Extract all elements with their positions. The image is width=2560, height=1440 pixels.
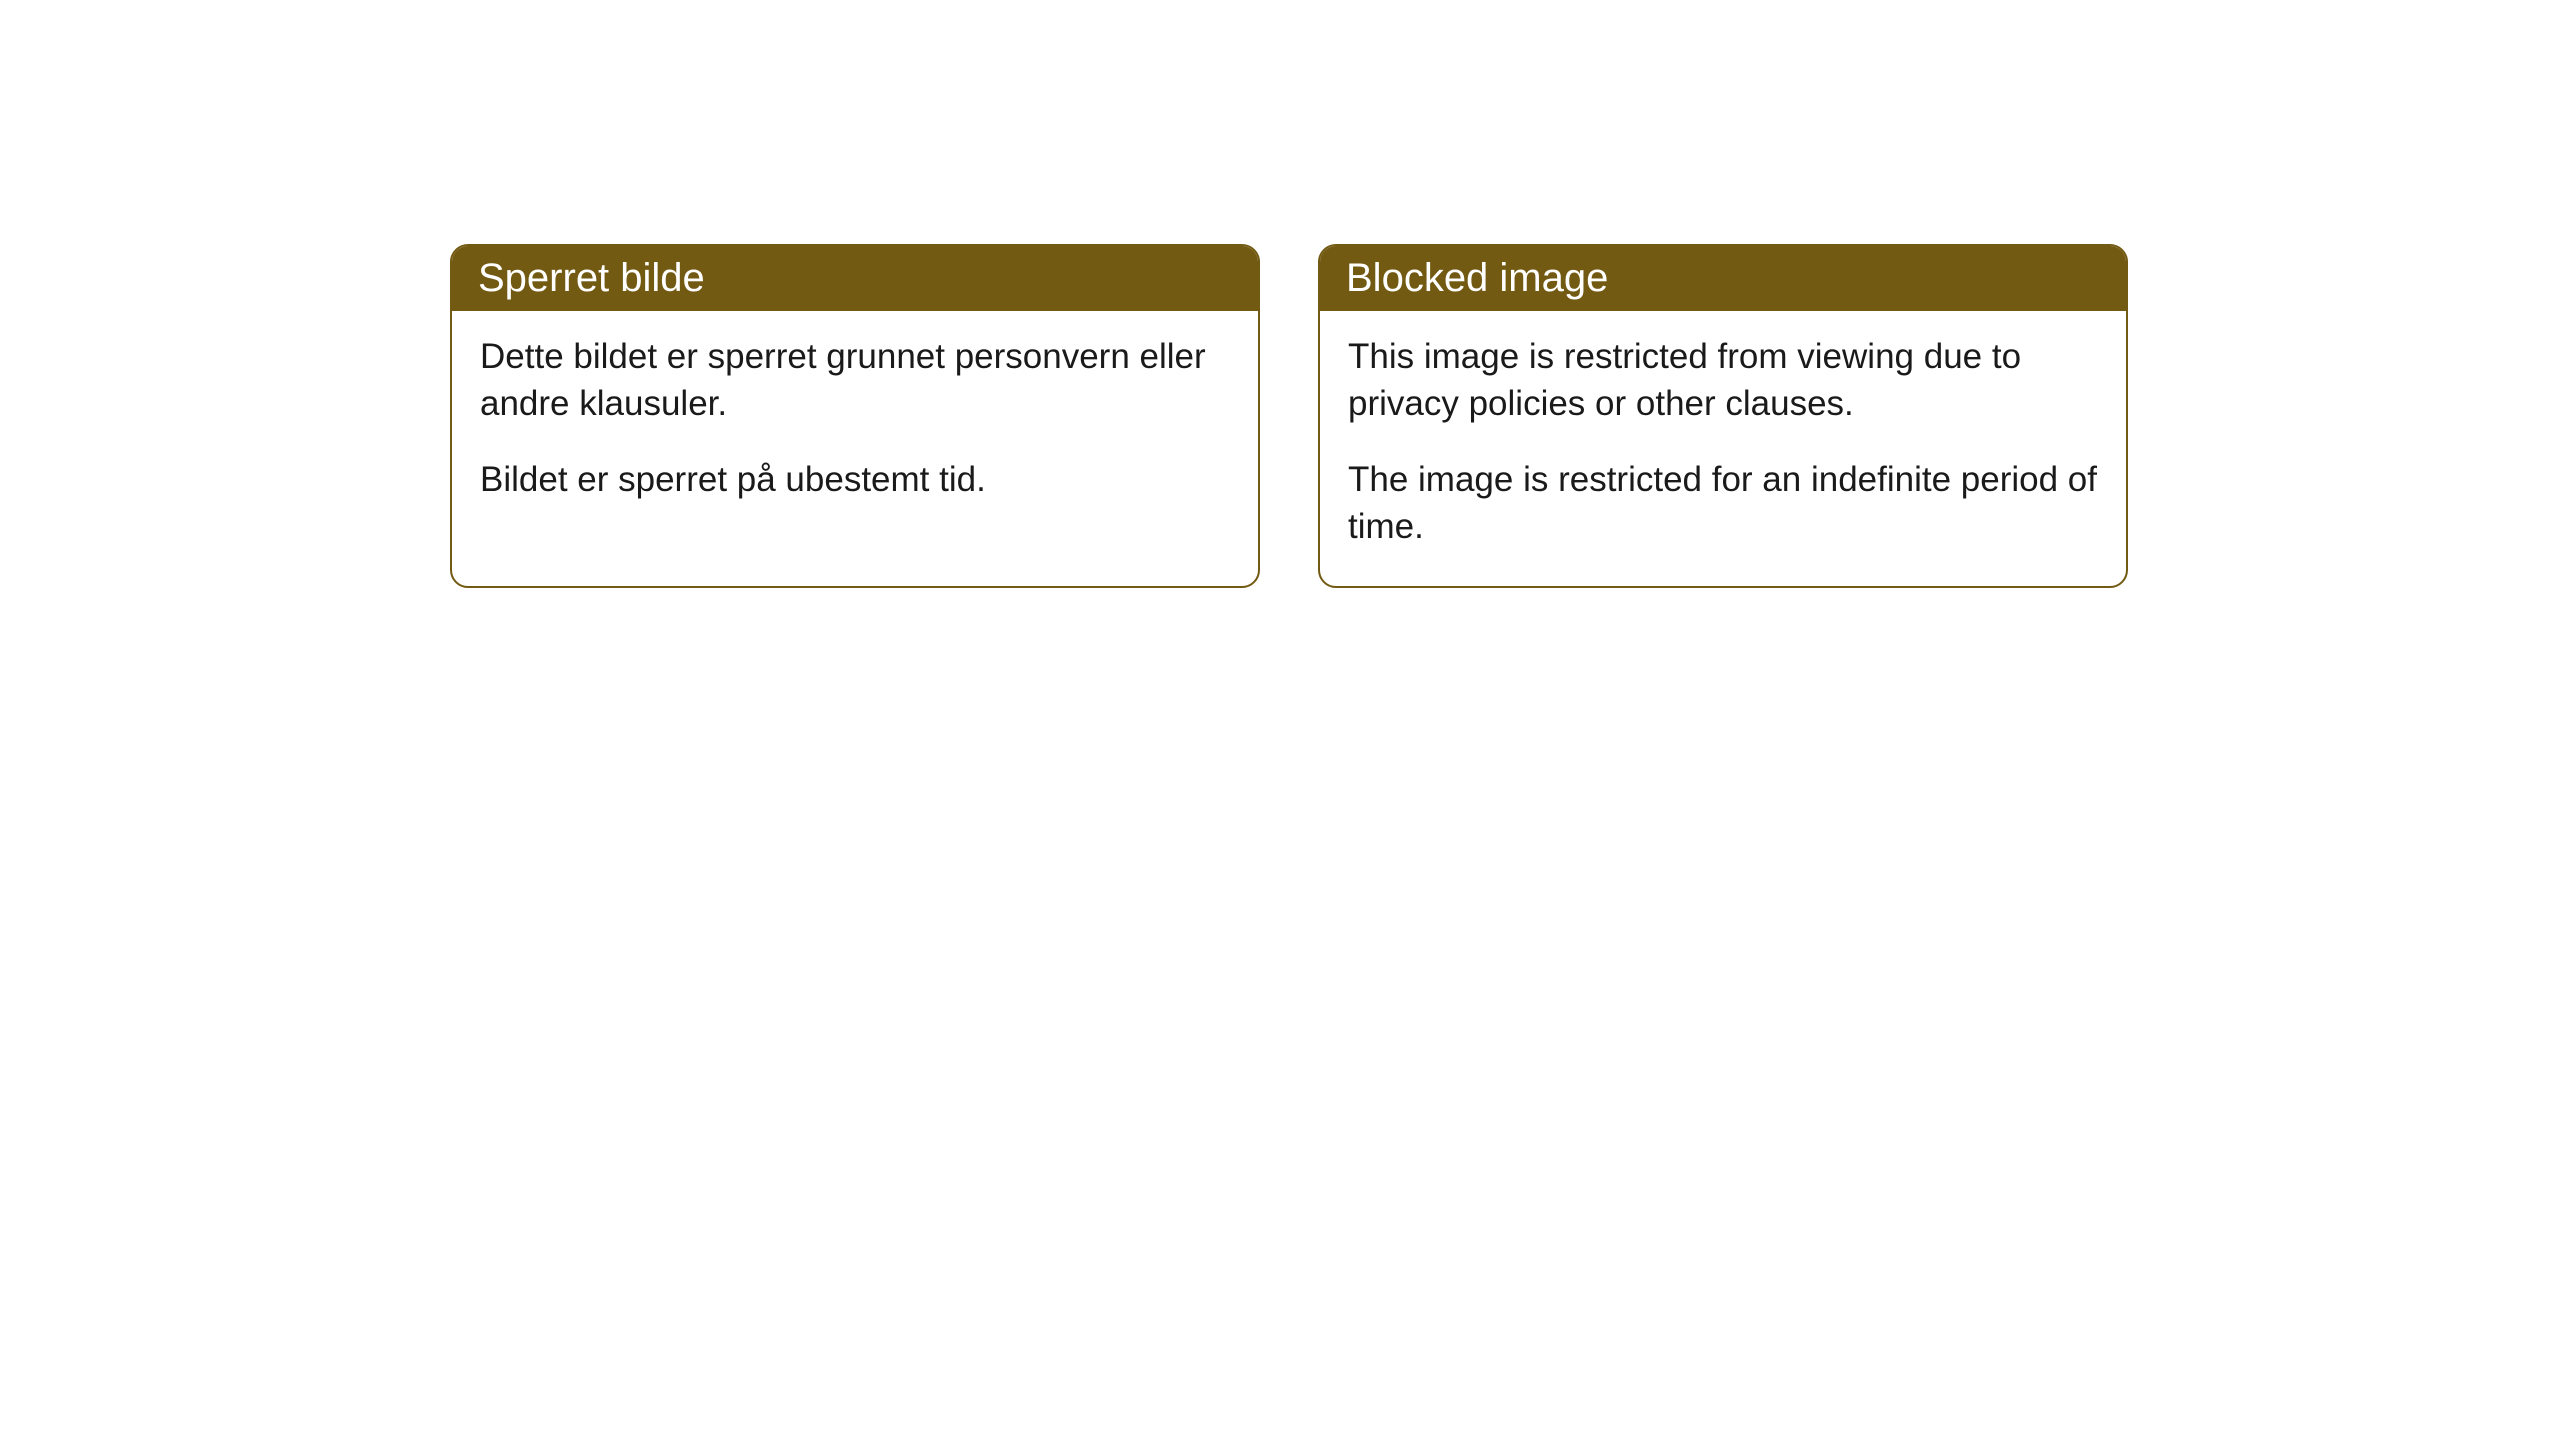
cards-container: Sperret bilde Dette bildet er sperret gr…: [450, 244, 2128, 588]
card-paragraph: Dette bildet er sperret grunnet personve…: [480, 333, 1230, 428]
card-header: Blocked image: [1320, 246, 2126, 311]
card-header: Sperret bilde: [452, 246, 1258, 311]
card-paragraph: Bildet er sperret på ubestemt tid.: [480, 456, 1230, 503]
card-body: Dette bildet er sperret grunnet personve…: [452, 311, 1258, 539]
blocked-image-card-english: Blocked image This image is restricted f…: [1318, 244, 2128, 588]
blocked-image-card-norwegian: Sperret bilde Dette bildet er sperret gr…: [450, 244, 1260, 588]
card-body: This image is restricted from viewing du…: [1320, 311, 2126, 586]
card-paragraph: This image is restricted from viewing du…: [1348, 333, 2098, 428]
card-paragraph: The image is restricted for an indefinit…: [1348, 456, 2098, 551]
